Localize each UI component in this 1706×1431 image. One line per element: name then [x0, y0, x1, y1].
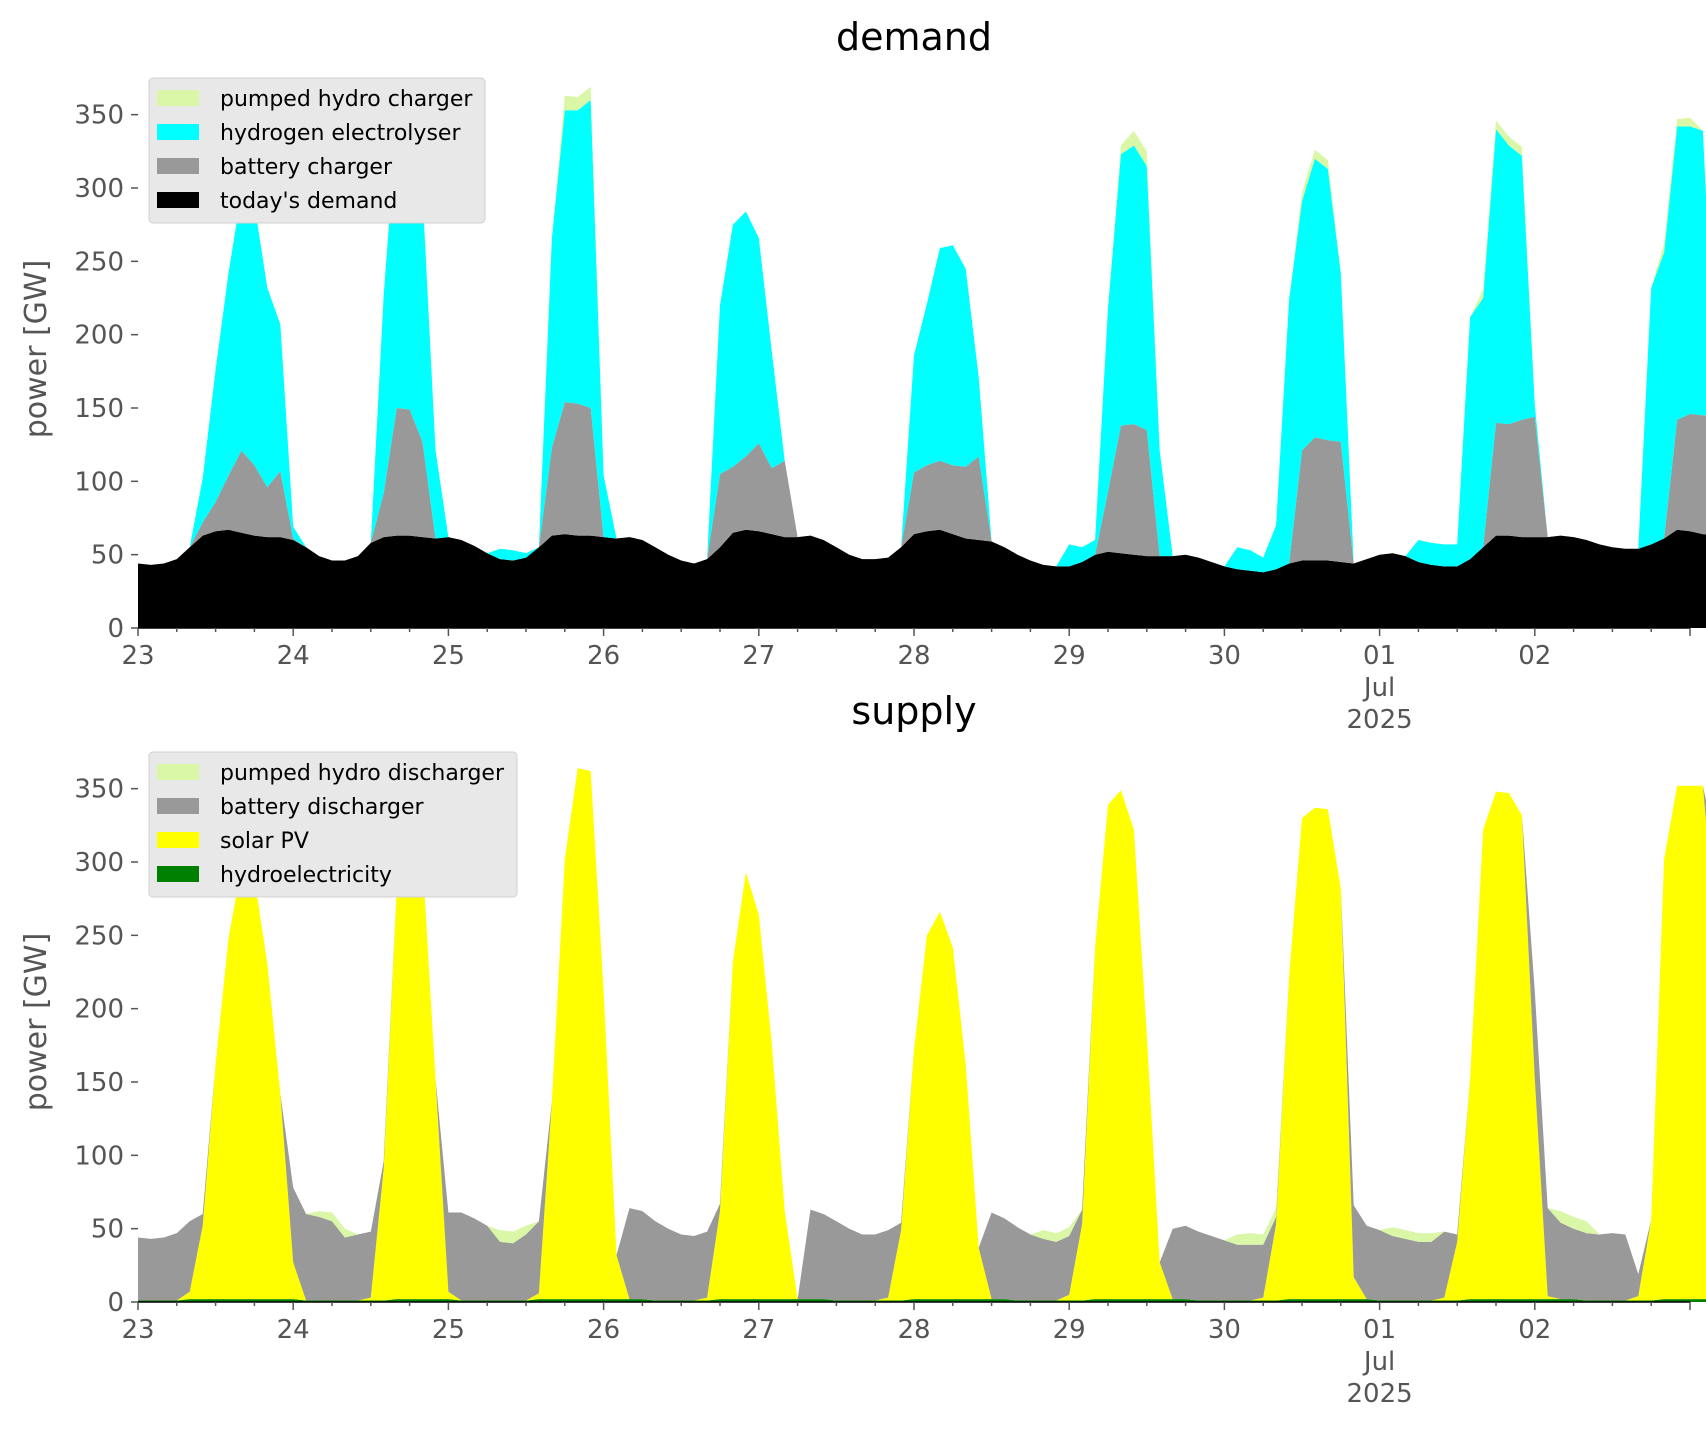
- x-tick-label: 28: [897, 641, 930, 671]
- x-tick-label: 01: [1363, 1315, 1396, 1345]
- x-tick-label: 29: [1053, 641, 1086, 671]
- legend-frame: [148, 77, 486, 224]
- legend-label: today's demand: [220, 189, 397, 214]
- y-tick-label: 150: [74, 394, 124, 424]
- legend-swatch-solar-pv: [157, 832, 199, 848]
- y-tick-label: 100: [74, 467, 124, 497]
- area-solar-pv: [138, 768, 1706, 1301]
- x-tick-label: 27: [742, 641, 775, 671]
- x-tick-label: 30: [1208, 641, 1241, 671]
- legend-swatch-pumped-hydro-charger: [157, 90, 199, 106]
- y-tick-label: 100: [74, 1141, 124, 1171]
- axes: 0 50 100 150 200 250 300 350 23 24 25 26 27 28 29 30 01J…: [74, 101, 1691, 735]
- legend-swatch-battery-discharger: [157, 798, 199, 814]
- chart-title: supply: [851, 689, 976, 733]
- x-tick-label: 24: [277, 641, 310, 671]
- legend-frame: [148, 751, 518, 898]
- legend-swatch-pumped-hydro-discharger: [157, 764, 199, 780]
- y-tick-label: 200: [74, 321, 124, 351]
- x-tick-label: Jul: [1362, 673, 1395, 703]
- x-tick-label: Jul: [1362, 1347, 1395, 1377]
- y-tick-label: 250: [74, 921, 124, 951]
- x-tick-label: 25: [432, 1315, 465, 1345]
- y-tick-label: 50: [91, 1215, 124, 1245]
- x-tick-label: 01: [1363, 641, 1396, 671]
- legend-swatch-today-s-demand: [157, 192, 199, 208]
- legend-label: battery discharger: [220, 795, 425, 820]
- area-battery-charger: [138, 402, 1706, 573]
- y-axis-label: power [GW]: [19, 933, 54, 1112]
- y-tick-label: 300: [74, 848, 124, 878]
- x-tick-label: 02: [1518, 641, 1551, 671]
- y-tick-label: 350: [74, 101, 124, 131]
- x-tick-label: 28: [897, 1315, 930, 1345]
- y-tick-label: 250: [74, 247, 124, 277]
- x-tick-label: 24: [277, 1315, 310, 1345]
- x-tick-label: 23: [121, 1315, 154, 1345]
- x-tick-label: 26: [587, 1315, 620, 1345]
- y-tick-label: 0: [107, 614, 124, 644]
- x-tick-label: 2025: [1347, 705, 1413, 735]
- area-hydrogen-electrolyser: [138, 100, 1706, 573]
- legend-label: hydroelectricity: [220, 863, 392, 888]
- y-axis-label: power [GW]: [19, 260, 54, 439]
- legend: pumped hydro discharger battery discharge…: [148, 751, 518, 898]
- x-tick-label: 02: [1518, 1315, 1551, 1345]
- area-battery-discharger: [138, 768, 1706, 1301]
- x-tick-label: 27: [742, 1315, 775, 1345]
- y-tick-label: 50: [91, 541, 124, 571]
- legend-label: hydrogen electrolyser: [220, 121, 461, 146]
- x-tick-label: 30: [1208, 1315, 1241, 1345]
- area-today-s-demand: [138, 529, 1706, 628]
- legend-swatch-battery-charger: [157, 158, 199, 174]
- y-tick-label: 300: [74, 174, 124, 204]
- x-tick-label: 29: [1053, 1315, 1086, 1345]
- axes: 0 50 100 150 200 250 300 350 23 24 25 26 27 28 29 30 01J…: [74, 775, 1691, 1409]
- x-tick-label: 23: [121, 641, 154, 671]
- y-tick-label: 350: [74, 775, 124, 805]
- x-tick-label: 26: [587, 641, 620, 671]
- x-tick-label: 2025: [1347, 1379, 1413, 1409]
- y-tick-label: 0: [107, 1288, 124, 1318]
- demand-chart: demand power [GW] 0 50 100 150 200 250 300 350 2…: [19, 15, 1706, 735]
- y-tick-label: 150: [74, 1068, 124, 1098]
- series-layer: [138, 86, 1706, 628]
- x-tick-label: 25: [432, 641, 465, 671]
- chart-title: demand: [836, 15, 992, 59]
- legend-swatch-hydroelectricity: [157, 866, 199, 882]
- supply-chart: supply power [GW] 0 50 100 150 200 250 300 350 2…: [19, 689, 1706, 1409]
- legend-label: pumped hydro discharger: [220, 761, 505, 786]
- legend-swatch-hydrogen-electrolyser: [157, 124, 199, 140]
- legend-label: solar PV: [220, 829, 309, 854]
- legend: pumped hydro charger hydrogen electrolyse…: [148, 77, 486, 224]
- legend-label: pumped hydro charger: [220, 87, 473, 112]
- y-tick-label: 200: [74, 995, 124, 1025]
- legend-label: battery charger: [220, 155, 393, 180]
